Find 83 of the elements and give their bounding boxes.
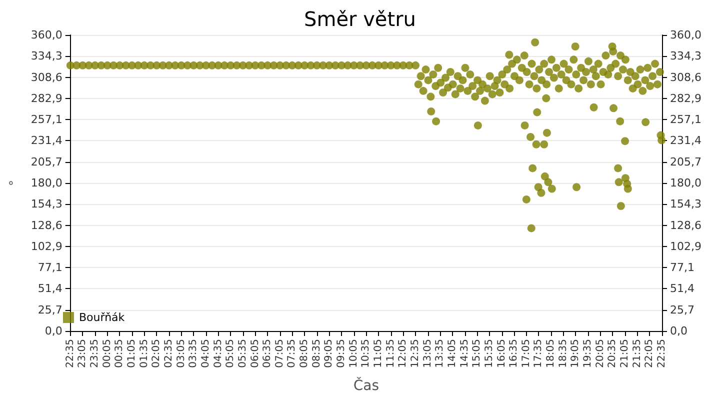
x-tick-label: 16:35 [508, 339, 520, 368]
y-tick-label: 282,9 [30, 92, 62, 105]
x-tick-label: 03:05 [176, 339, 187, 368]
x-tick-label: 02:05 [151, 339, 162, 368]
y2-tick-label: 154,3 [670, 198, 702, 211]
x-tick-label: 07:35 [286, 339, 298, 368]
x-tick-label: 18:05 [546, 339, 557, 368]
y2-tick-label: 77,1 [670, 261, 694, 274]
y-tick-label: 154,3 [30, 198, 62, 211]
y2-tick-label: 0,0 [670, 324, 688, 338]
x-tick-label: 19:35 [582, 339, 594, 368]
y-tick-label: 231,4 [30, 134, 62, 148]
y2-tick-label: 257,1 [670, 113, 702, 126]
x-tick-label: 15:05 [472, 339, 483, 368]
x-tick-label: 11:05 [373, 339, 384, 368]
x-tick-label: 06:35 [262, 339, 274, 368]
x-tick-label: 01:35 [138, 339, 150, 368]
chart-title: Směr větru [304, 7, 416, 31]
x-tick-label: 17:05 [520, 339, 532, 368]
x-tick-label: 16:05 [496, 339, 508, 368]
y2-tick-label: 51,4 [670, 282, 694, 296]
y-tick-label: 51,4 [38, 282, 62, 296]
y2-tick-label: 180,0 [670, 176, 702, 190]
x-tick-label: 08:35 [311, 339, 322, 368]
x-tick-label: 18:35 [558, 339, 569, 368]
y-tick-label: 308,6 [30, 70, 62, 84]
y-axis-title: ° [7, 180, 21, 186]
x-tick-label: 21:35 [632, 339, 643, 368]
x-axis-title: Čas [353, 377, 380, 394]
x-tick-label: 06:05 [250, 339, 261, 368]
x-tick-label: 19:05 [570, 339, 582, 368]
y-tick-label: 205,7 [30, 155, 62, 168]
y-tick-label: 102,9 [30, 240, 62, 253]
y-tick-label: 360,0 [30, 28, 62, 42]
x-tick-label: 20:05 [594, 339, 606, 368]
y2-tick-label: 231,4 [670, 134, 702, 148]
y2-tick-label: 128,6 [670, 218, 702, 232]
y2-tick-label: 308,6 [670, 70, 702, 84]
x-tick-label: 11:35 [385, 339, 396, 368]
x-tick-label: 05:35 [237, 339, 248, 368]
x-tick-label: 17:35 [533, 339, 544, 368]
x-tick-label: 21:05 [620, 339, 631, 368]
y-tick-label: 180,0 [30, 176, 62, 190]
x-tick-label: 12:05 [398, 339, 409, 368]
x-tick-label: 12:35 [410, 339, 421, 368]
legend-label: Bouřňák [79, 311, 126, 324]
x-tick-label: 07:05 [274, 339, 286, 368]
x-tick-label: 23:35 [90, 339, 101, 368]
x-tick-label: 23:05 [77, 339, 88, 368]
x-tick-label: 13:05 [422, 339, 434, 368]
x-tick-label: 05:05 [225, 339, 236, 368]
x-tick-label: 10:05 [348, 339, 360, 368]
x-tick-label: 04:35 [212, 339, 224, 368]
x-tick-label: 00:35 [114, 339, 126, 368]
x-tick-label: 22:05 [644, 339, 656, 368]
x-tick-label: 04:05 [200, 339, 212, 368]
x-tick-label: 14:05 [446, 339, 458, 368]
y-tick-label: 77,1 [38, 261, 62, 274]
x-tick-label: 09:05 [324, 339, 335, 368]
x-tick-label: 08:05 [299, 339, 310, 368]
x-tick-label: 02:35 [163, 339, 174, 368]
x-tick-label: 00:05 [102, 339, 113, 368]
y2-tick-label: 334,3 [670, 50, 702, 63]
x-tick-label: 22:35 [64, 339, 76, 368]
x-tick-label: 22:35 [656, 339, 668, 368]
x-tick-label: 14:35 [459, 339, 470, 368]
x-tick-label: 20:35 [607, 339, 618, 368]
y-tick-label: 128,6 [30, 218, 62, 232]
y2-tick-label: 360,0 [670, 28, 702, 42]
x-tick-label: 15:35 [484, 339, 495, 368]
x-tick-label: 13:35 [434, 339, 446, 368]
y2-tick-label: 282,9 [670, 92, 702, 105]
y-tick-label: 334,3 [30, 50, 62, 63]
y-tick-label: 0,0 [44, 324, 62, 338]
y2-tick-label: 205,7 [670, 155, 702, 168]
x-tick-label: 01:05 [126, 339, 138, 368]
y-tick-label: 25,7 [38, 303, 62, 316]
y-tick-label: 257,1 [30, 113, 62, 126]
x-tick-label: 10:35 [360, 339, 372, 368]
y2-tick-label: 25,7 [670, 303, 694, 316]
y2-tick-label: 102,9 [670, 240, 702, 253]
x-tick-label: 09:35 [336, 339, 348, 368]
x-tick-label: 03:35 [188, 339, 200, 368]
